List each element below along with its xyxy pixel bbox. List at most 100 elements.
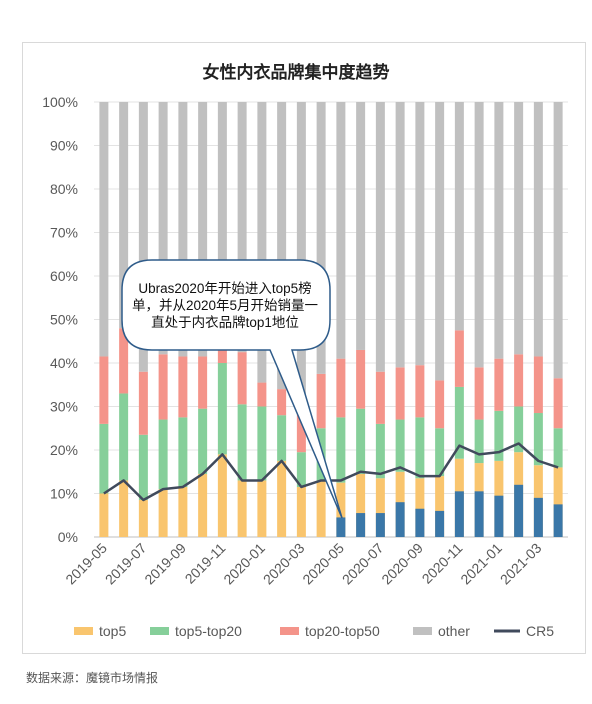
bar-segment-top20-top50 [435, 380, 445, 429]
bar-segment-top5 [435, 476, 445, 537]
y-tick-label: 10% [50, 486, 78, 502]
bar-segment-top5 [217, 454, 227, 537]
bar-segment-top20-top50 [415, 365, 425, 418]
bar-segment-other [296, 102, 306, 411]
x-tick-label: 2020-11 [419, 540, 466, 587]
legend-swatch [74, 627, 93, 635]
x-tick-label: 2021-01 [457, 540, 505, 588]
bar-segment-ubras [395, 502, 405, 537]
x-tick-label: 2019-09 [141, 540, 189, 588]
bar-segment-other [356, 102, 366, 350]
x-tick-label: 2019-11 [182, 540, 229, 587]
bar-segment-other [217, 102, 227, 311]
x-tick-label: 2019-07 [102, 540, 150, 588]
bar-segment-top5 [178, 486, 188, 537]
bar-segment-top5-top20 [119, 393, 129, 481]
bar-segment-ubras [553, 504, 563, 537]
y-tick-label: 70% [50, 225, 78, 241]
bar-segment-top5-top20 [257, 406, 267, 481]
bar-segment-ubras [474, 491, 484, 537]
y-tick-label: 20% [50, 442, 78, 458]
bar-segment-ubras [435, 510, 445, 537]
bar-segment-top5 [553, 467, 563, 537]
bar-segment-top20-top50 [514, 354, 524, 407]
bar-segment-top20-top50 [296, 410, 306, 453]
y-tick-label: 40% [50, 355, 78, 371]
legend-label: other [438, 623, 470, 639]
bar-segment-other [494, 102, 504, 359]
bar-segment-top5 [336, 482, 346, 537]
bar-segment-other [375, 102, 385, 372]
bar-segment-top20-top50 [316, 373, 326, 429]
bar-segment-top5-top20 [336, 417, 346, 483]
bar-segment-top5-top20 [415, 417, 425, 479]
x-tick-label: 2020-07 [339, 540, 387, 588]
bar-segment-top5-top20 [356, 408, 366, 474]
bar-segment-top20-top50 [533, 356, 543, 414]
bar-segment-other [178, 102, 188, 357]
bar-segment-top5-top20 [178, 417, 188, 487]
bar-segment-top5 [277, 460, 287, 537]
bar-segment-top5-top20 [395, 419, 405, 472]
legend-swatch [280, 627, 299, 635]
bar-segment-top5 [356, 473, 366, 537]
x-tick-label: 2019-05 [62, 540, 110, 588]
bar-segment-top20-top50 [356, 349, 366, 409]
x-tick-label: 2021-03 [497, 540, 545, 588]
bar-segment-top5-top20 [138, 434, 148, 501]
bar-segment-other [138, 102, 148, 372]
bar-segment-top5-top20 [435, 428, 445, 477]
y-tick-label: 0% [58, 529, 78, 545]
y-tick-label: 30% [50, 399, 78, 415]
bar-segment-other [316, 102, 326, 374]
bar-segment-top20-top50 [257, 382, 267, 407]
annotation-callout-bubble [121, 259, 343, 519]
bar-segment-other [514, 102, 524, 355]
bar-segment-top5 [158, 489, 168, 537]
bar-segment-top5-top20 [198, 408, 208, 474]
bar-segment-ubras [336, 517, 346, 537]
y-tick-label: 100% [42, 94, 78, 110]
bar-segment-top20-top50 [277, 389, 287, 416]
y-tick-label: 60% [50, 268, 78, 284]
bar-segment-ubras [356, 513, 366, 537]
bar-segment-top5-top20 [454, 386, 464, 459]
bar-segment-other [553, 102, 563, 379]
bar-segment-top5 [415, 478, 425, 537]
bar-segment-top5 [198, 473, 208, 537]
bar-segment-top20-top50 [138, 371, 148, 435]
legend-label: top5 [99, 623, 126, 639]
bar-segment-other [435, 102, 445, 381]
x-tick-label: 2020-01 [220, 540, 268, 588]
bar-segment-other [158, 102, 168, 355]
bar-segment-top5-top20 [494, 410, 504, 461]
bar-segment-top20-top50 [158, 354, 168, 420]
source-note: 数据来源：魔镜市场情报 [26, 671, 159, 685]
annotation-callout-text: Ubras2020年开始进入top5榜单，并从2020年5月开始销量一直处于内衣… [131, 280, 319, 330]
bar-segment-other [533, 102, 543, 357]
bar-segment-top5-top20 [296, 452, 306, 487]
bar-segment-top20-top50 [454, 330, 464, 387]
y-tick-label: 50% [50, 312, 78, 328]
legend-label: top20-top50 [305, 623, 380, 639]
bar-segment-other [474, 102, 484, 368]
bar-segment-top20-top50 [375, 371, 385, 424]
bar-segment-other [277, 102, 287, 390]
bar-segment-top20-top50 [553, 378, 563, 429]
legend-label: top5-top20 [175, 623, 242, 639]
legend-swatch [150, 627, 169, 635]
bar-segment-top5 [375, 478, 385, 537]
bar-segment-top5-top20 [277, 415, 287, 461]
bar-segment-top20-top50 [119, 328, 129, 394]
x-tick-label: 2020-09 [378, 540, 426, 588]
bar-segment-top5-top20 [375, 423, 385, 479]
bar-segment-ubras [415, 508, 425, 537]
bar-segment-top20-top50 [336, 358, 346, 418]
bar-segment-top5-top20 [217, 363, 227, 455]
bar-segment-ubras [494, 495, 504, 537]
bar-segment-top5 [119, 480, 129, 537]
bar-segment-top5 [316, 480, 326, 537]
legend-label: CR5 [526, 623, 554, 639]
y-tick-label: 80% [50, 181, 78, 197]
